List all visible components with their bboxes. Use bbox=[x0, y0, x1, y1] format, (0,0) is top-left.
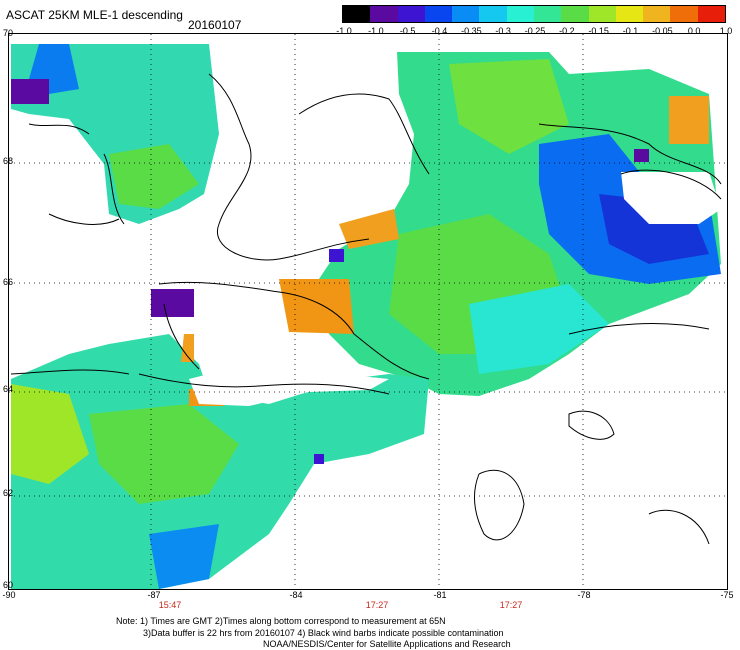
lat-tick-64: 64 bbox=[3, 384, 14, 394]
colorbar-label: -0.1 bbox=[622, 26, 639, 36]
colorbar-swatch bbox=[506, 6, 534, 22]
colorbar-label: 1.0 bbox=[719, 26, 733, 36]
lon-tick-81: -81 bbox=[433, 590, 447, 600]
colorbar-swatch bbox=[615, 6, 644, 22]
lon-tick-75: -75 bbox=[720, 590, 734, 600]
lon-tick-87: -87 bbox=[147, 590, 161, 600]
colorbar-swatch bbox=[397, 6, 425, 22]
colorbar-label: -0.4 bbox=[431, 26, 448, 36]
lon-tick-84: -84 bbox=[289, 590, 303, 600]
note-line-2: 3)Data buffer is 22 hrs from 20160107 4)… bbox=[143, 628, 504, 638]
wind-data-swaths bbox=[11, 44, 721, 589]
colorbar-label: -0.2 bbox=[559, 26, 575, 36]
colorbar-label: -0.35 bbox=[461, 26, 482, 36]
colorbar-labels: -1.0 -1.0 -0.5 -0.4 -0.35 -0.3 -0.25 -0.2 -0.15 -… bbox=[334, 26, 734, 38]
product-date: 20160107 bbox=[188, 18, 242, 32]
colorbar-swatch bbox=[424, 6, 453, 22]
colorbar-swatch bbox=[670, 6, 698, 22]
lat-tick-62: 62 bbox=[3, 488, 14, 498]
lon-tick-78: -78 bbox=[577, 590, 591, 600]
colorbar-swatch bbox=[643, 6, 671, 22]
colorbar-swatch bbox=[533, 6, 562, 22]
lat-tick-68: 68 bbox=[3, 156, 14, 166]
lat-tick-70: 70 bbox=[3, 28, 14, 38]
colorbar-label: 0.0 bbox=[687, 26, 701, 36]
colorbar-swatch bbox=[697, 6, 725, 22]
colorbar-swatch bbox=[370, 6, 398, 22]
map-plot-area bbox=[8, 33, 728, 590]
colorbar-swatch bbox=[452, 6, 480, 22]
pass-time-3: 17:27 bbox=[499, 600, 523, 610]
pass-time-2: 17:27 bbox=[365, 600, 389, 610]
colorbar-label: -0.5 bbox=[399, 26, 416, 36]
colorbar-label: -0.05 bbox=[652, 26, 673, 36]
colorbar-label: -0.15 bbox=[588, 26, 609, 36]
colorbar-label: -1.0 bbox=[336, 26, 352, 36]
colorbar-swatch bbox=[479, 6, 507, 22]
pass-time-1: 15:47 bbox=[158, 600, 182, 610]
colorbar-label: -0.25 bbox=[524, 26, 546, 36]
lat-tick-66: 66 bbox=[3, 277, 14, 287]
product-title: ASCAT 25KM MLE-1 descending bbox=[6, 8, 183, 22]
note-line-3: NOAA/NESDIS/Center for Satellite Applica… bbox=[263, 639, 511, 649]
lat-tick-60: 60 bbox=[3, 580, 14, 590]
coastlines bbox=[10, 73, 722, 545]
colorbar-swatch bbox=[588, 6, 616, 22]
map-canvas bbox=[9, 34, 727, 589]
colorbar bbox=[342, 5, 726, 23]
lon-tick-90: -90 bbox=[2, 590, 16, 600]
note-line-1: Note: 1) Times are GMT 2)Times along bot… bbox=[116, 616, 446, 626]
colorbar-label: -0.3 bbox=[495, 26, 511, 36]
colorbar-swatch bbox=[561, 6, 589, 22]
colorbar-label: -1.0 bbox=[368, 26, 384, 36]
colorbar-swatch bbox=[343, 6, 371, 22]
land-mask bbox=[189, 172, 721, 406]
